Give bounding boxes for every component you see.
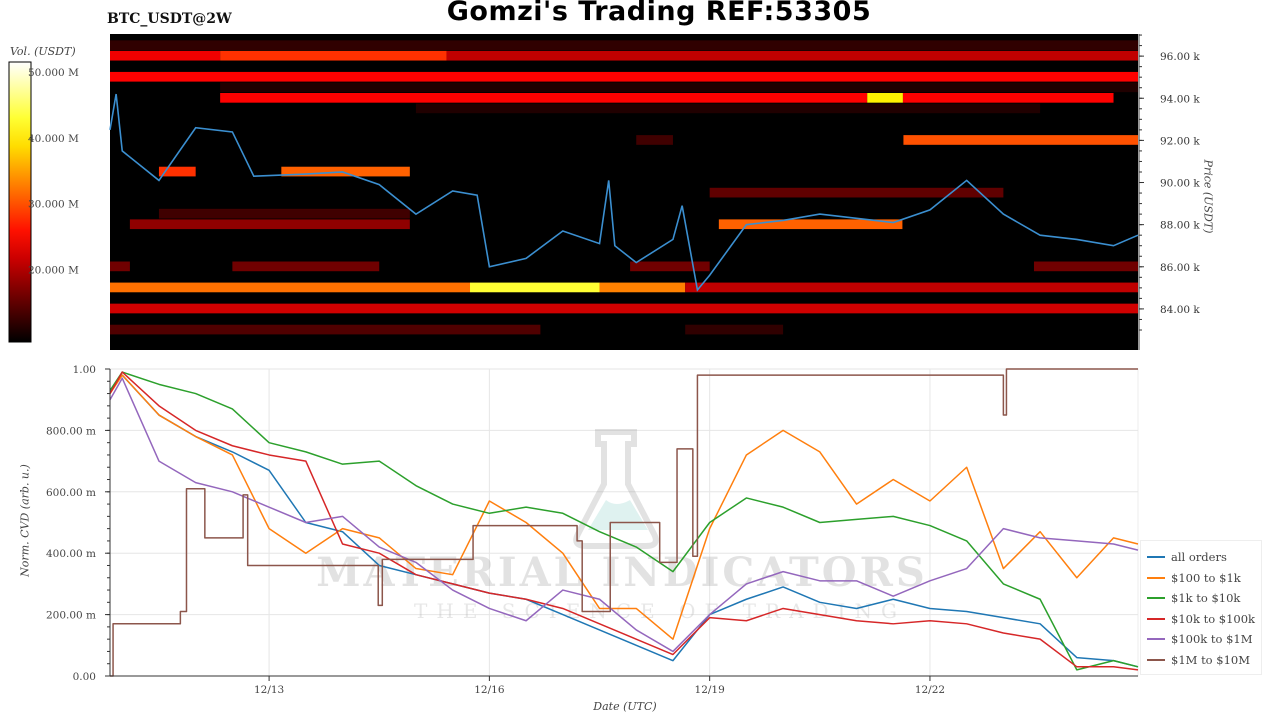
cvd-x-tick-label: 12/22 (915, 684, 945, 696)
cvd-x-tick-label: 12/19 (695, 684, 725, 696)
heatmap-cell (630, 261, 710, 272)
heatmap-cell (129, 219, 410, 230)
heatmap-cell (220, 50, 447, 61)
legend-label: all orders (1171, 550, 1227, 565)
colorbar-tick-label: 50.000 M (28, 67, 79, 79)
legend-swatch (1147, 556, 1165, 559)
colorbar-tick-label: 40.000 M (28, 133, 79, 145)
cvd-y-tick-label: 400.00 m (46, 548, 96, 560)
price-tick-label: 96.00 k (1160, 51, 1200, 63)
heatmap-cell (636, 135, 673, 145)
legend-swatch (1147, 597, 1165, 600)
price-tick-label: 84.00 k (1160, 304, 1200, 316)
heatmap-cell (903, 135, 1138, 145)
legend-swatch (1147, 658, 1165, 661)
heatmap-cell (110, 40, 1138, 51)
heatmap-cell (158, 166, 196, 177)
heatmap-cell (415, 103, 1041, 114)
colorbar-tick-label: 30.000 M (28, 199, 79, 211)
cvd-series-line (109, 374, 1139, 668)
legend-item[interactable]: $1M to $10M (1147, 650, 1261, 671)
cvd-axis-label: Norm. CVD (arb. u.) (18, 464, 32, 577)
cvd-y-tick-label: 0.00 (73, 671, 96, 683)
price-tick-label: 88.00 k (1160, 220, 1200, 232)
cvd-y-tick-label: 200.00 m (46, 610, 96, 622)
heatmap-cell (232, 261, 380, 272)
heatmap-cell (110, 261, 130, 272)
price-tick-label: 92.00 k (1160, 135, 1200, 147)
price-tick-label: 86.00 k (1160, 262, 1200, 274)
colorbar-tick-label: 20.000 M (28, 265, 79, 277)
heatmap-cell (685, 324, 784, 335)
cvd-series-line (109, 371, 1139, 671)
legend-item[interactable]: $100k to $1M (1147, 629, 1261, 650)
heatmap-cell (470, 282, 600, 293)
chart-title: Gomzi's Trading REF:53305 (446, 0, 872, 27)
cvd-chart: 0.00 200.00 m 400.00 m 600.00 m 800.00 m 1.00… (46, 364, 1139, 696)
heatmap-cell (110, 282, 471, 293)
legend-label: $10k to $100k (1171, 611, 1256, 626)
legend-item[interactable]: $1k to $10k (1147, 588, 1261, 609)
legend-swatch (1147, 638, 1165, 641)
symbol-label: BTC_USDT@2W (107, 11, 232, 27)
heatmap-cell (110, 61, 1138, 72)
heatmap-cell (685, 282, 1138, 293)
cvd-series-line (109, 374, 1139, 640)
heatmap-cell (220, 82, 1139, 93)
price-tick-label: 90.00 k (1160, 178, 1200, 190)
legend-swatch (1147, 576, 1165, 579)
heatmap-cell (110, 71, 1138, 82)
legend-label: $1k to $10k (1171, 591, 1241, 606)
colorbar-label: Vol. (USDT) (10, 45, 76, 58)
flask-icon (573, 429, 659, 549)
heatmap-cell (599, 282, 686, 293)
heatmap-cell (158, 208, 410, 219)
date-axis-label: Date (UTC) (593, 700, 657, 713)
price-line (109, 93, 1139, 292)
cvd-series-line (109, 377, 1139, 653)
heatmap-cell (220, 92, 868, 103)
cvd-y-tick-label: 800.00 m (46, 425, 96, 437)
watermark-tagline: THE SCIENCE OF TRADING (414, 599, 906, 623)
legend-label: $100k to $1M (1171, 632, 1253, 647)
colorbar-bar (8, 61, 32, 343)
cvd-x-tick-label: 12/16 (474, 684, 505, 696)
heatmap-cell (110, 303, 1138, 314)
price-tick-label: 94.00 k (1160, 93, 1200, 105)
legend: all orders $100 to $1k $1k to $10k $10k to … (1140, 540, 1262, 675)
legend-swatch (1147, 617, 1165, 620)
colorbar: 20.000 M 30.000 M 40.000 M 50.000 M (8, 61, 79, 343)
price-axis-label: Price (USDT) (1201, 159, 1215, 234)
heatmap-cell (902, 92, 1114, 103)
cvd-y-tick-label: 600.00 m (46, 487, 96, 499)
legend-label: $100 to $1k (1171, 570, 1241, 585)
heatmap-cell (281, 166, 410, 177)
price-heatmap: 84.00 k 86.00 k 88.00 k 90.00 k 92.00 k 94.00… (109, 34, 1200, 350)
cvd-x-tick-label: 12/13 (254, 684, 284, 696)
heatmap-cell (110, 324, 541, 335)
cvd-series-line (109, 371, 1139, 671)
cvd-y-tick-label: 1.00 (73, 364, 96, 376)
heatmap-cell (709, 187, 1004, 198)
watermark-brand: MATERIAL INDICATORS (316, 549, 928, 596)
heatmap-cell (867, 92, 903, 103)
heatmap-cell (110, 50, 221, 61)
heatmap-cell (1033, 261, 1138, 272)
cvd-series-line (110, 368, 1138, 677)
heatmap-cell (446, 50, 1138, 61)
heatmap-cell (718, 219, 903, 230)
legend-label: $1M to $10M (1171, 652, 1250, 667)
legend-item[interactable]: $10k to $100k (1147, 609, 1261, 630)
legend-item[interactable]: all orders (1147, 547, 1261, 568)
legend-item[interactable]: $100 to $1k (1147, 568, 1261, 589)
